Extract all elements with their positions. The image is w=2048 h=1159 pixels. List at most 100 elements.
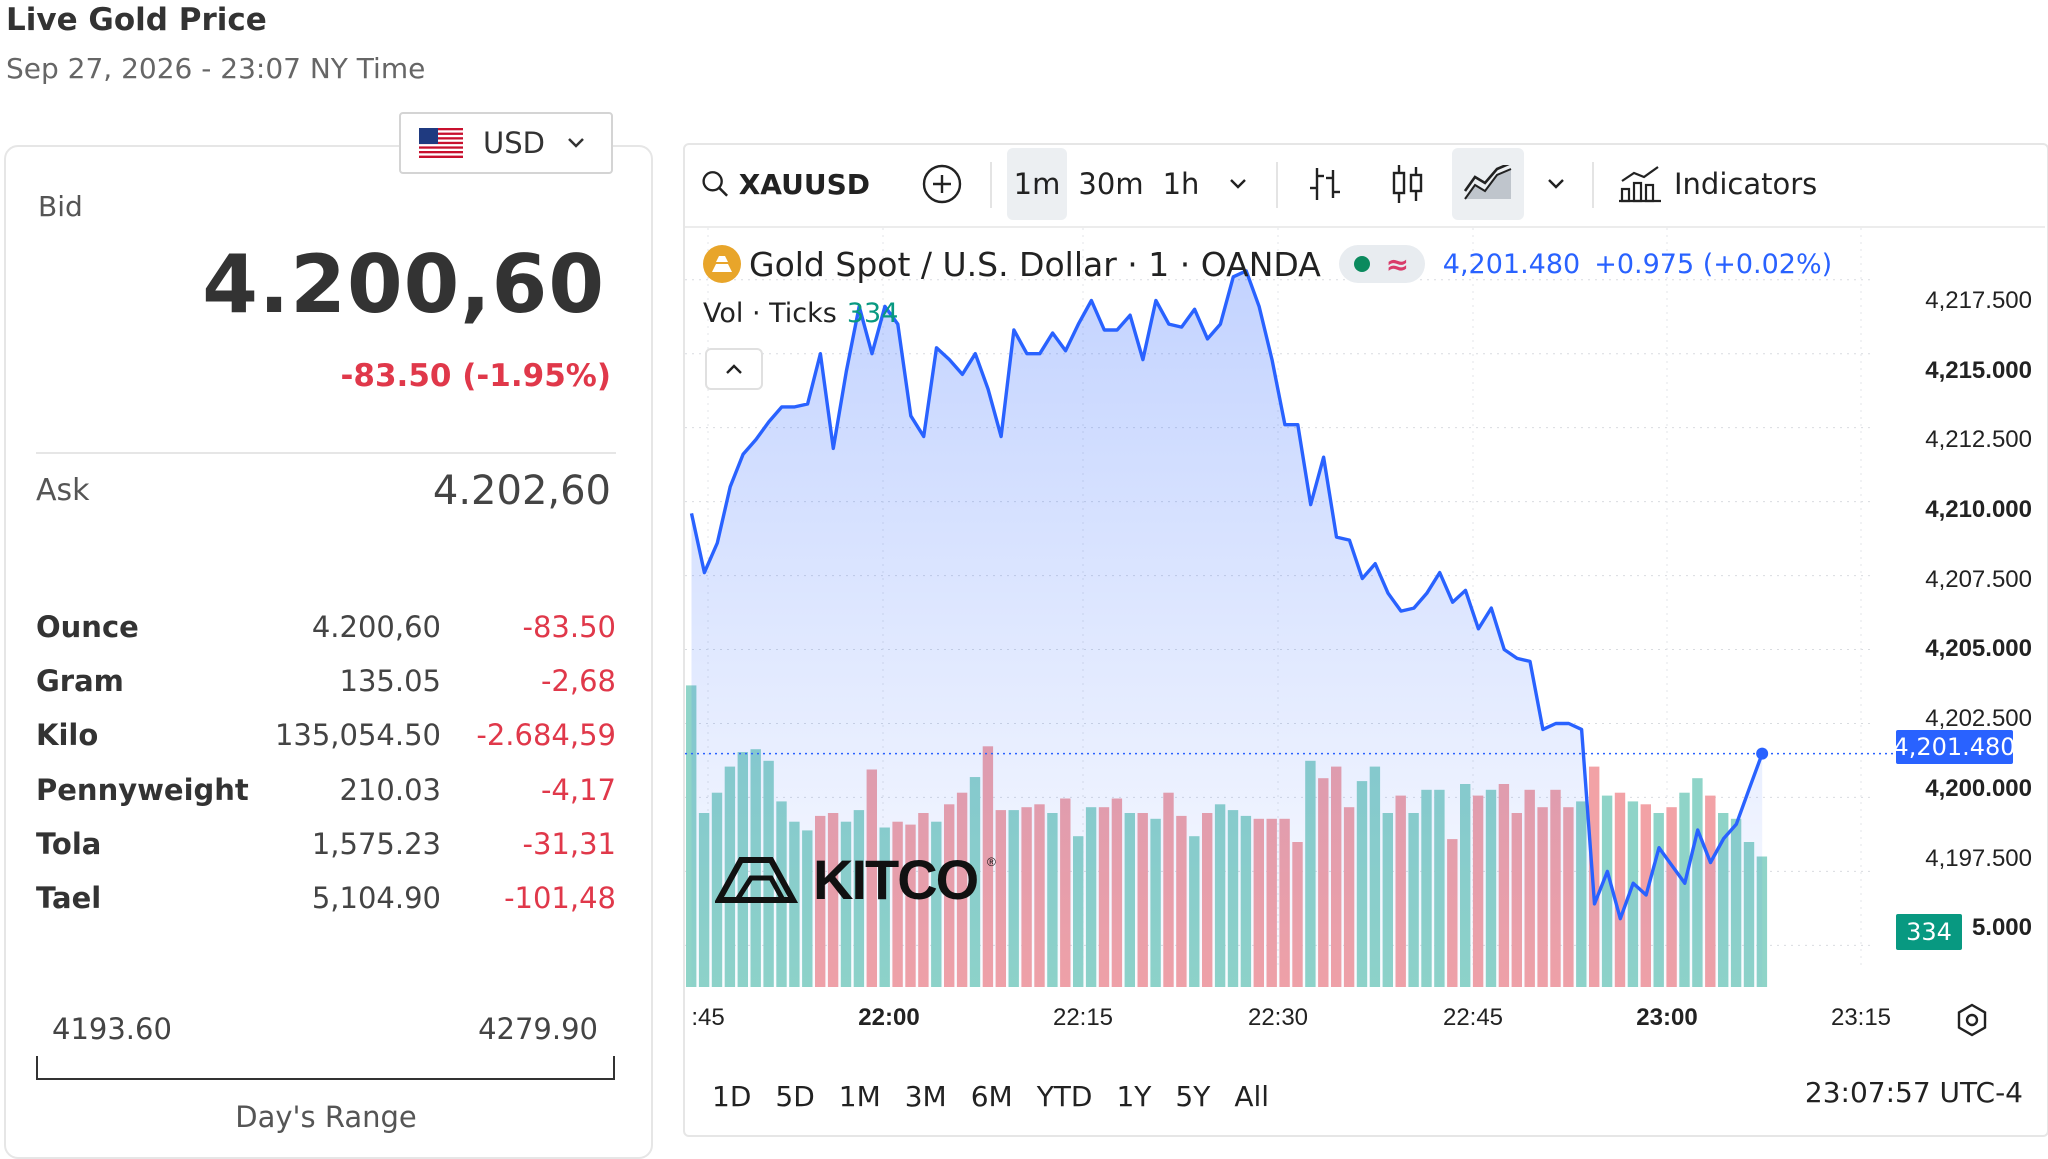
unit-change: -101,48 [504,881,616,915]
time-axis-label: :45 [691,1004,725,1031]
legend-change: +0.975 (+0.02%) [1594,248,1833,280]
unit-price: 135.05 [339,664,441,698]
time-axis-label: 22:45 [1442,1004,1504,1031]
currency-select[interactable]: USD [399,112,613,174]
settings-icon[interactable] [1954,1002,1990,1038]
us-flag-icon [419,128,463,158]
unit-row-tael: Tael 5,104.90 -101,48 [36,881,616,931]
range-3m[interactable]: 3M [904,1079,947,1113]
unit-name: Tael [36,881,102,915]
ask-label: Ask [36,473,90,508]
candles-icon [1392,165,1423,203]
price-axis-label: 4,207.500 [1925,566,2032,593]
toolbar-divider [685,226,2045,228]
range-5d[interactable]: 5D [775,1079,815,1113]
unit-change: -31,31 [522,827,617,861]
page-title: Live Gold Price [6,2,267,38]
gold-bars-icon [703,245,741,283]
volume-tag: 334 [1896,914,1962,950]
price-area [691,270,1763,987]
area-chart-icon [1463,165,1512,200]
bid-label: Bid [38,190,83,223]
range-5y[interactable]: 5Y [1175,1079,1211,1113]
plus-circle-icon [922,164,962,204]
price-axis-label: 4,205.000 [1925,635,2032,662]
toolbar-divider [1276,162,1278,208]
unit-row-kilo: Kilo 135,054.50 -2.684,59 [36,718,616,768]
price-axis-label: 4,200.000 [1925,775,2032,802]
chart-legend: Gold Spot / U.S. Dollar · 1 · OANDA ≈ 4,… [703,241,1832,287]
candle-style-button[interactable] [1380,148,1434,220]
range-1m[interactable]: 1M [838,1079,881,1113]
page-subtitle: Sep 27, 2026 - 23:07 NY Time [6,52,426,85]
unit-row-tola: Tola 1,575.23 -31,31 [36,827,616,877]
chevron-down-icon [568,138,584,148]
toolbar-divider [990,162,992,208]
price-axis-label: 4,212.500 [1925,426,2032,453]
toolbar-divider [1592,162,1594,208]
unit-name: Tola [36,827,102,861]
range-1y[interactable]: 1Y [1116,1079,1152,1113]
legend-last-price: 4,201.480 [1442,248,1581,280]
svg-text:KITCO: KITCO [813,848,978,906]
unit-price: 5,104.90 [311,881,441,915]
indicators-label: Indicators [1674,167,1818,201]
time-axis-label: 22:00 [858,1004,920,1031]
unit-change: -4,17 [540,773,616,807]
price-axis-label: 4,202.500 [1925,705,2032,732]
unit-name: Pennyweight [36,773,249,807]
price-axis-label: 4,215.000 [1925,357,2032,384]
interval-30m[interactable]: 30m [1078,167,1144,201]
price-line [689,269,1764,921]
range-1d[interactable]: 1D [712,1079,752,1113]
range-high: 4279.90 [478,1012,598,1046]
unit-price: 210.03 [339,773,441,807]
svg-text:®: ® [987,855,996,869]
area-style-button[interactable] [1452,148,1524,220]
collapse-legend-button[interactable] [705,348,763,390]
wave-icon: ≈ [1385,247,1410,281]
chart-plot[interactable] [685,228,1930,988]
unit-change: -2.684,59 [476,718,616,752]
range-6m[interactable]: 6M [970,1079,1013,1113]
chart-style-dropdown[interactable] [1536,148,1576,220]
volume-bar [1614,792,1626,987]
interval-1h[interactable]: 1h [1162,167,1200,201]
unit-row-ounce: Ounce 4.200,60 -83.50 [36,610,616,660]
price-axis-label: 4,217.500 [1925,287,2032,314]
legend-symbol-name[interactable]: Gold Spot / U.S. Dollar · 1 · OANDA [749,244,1321,284]
symbol-search[interactable]: XAUUSD [700,148,870,220]
unit-change: -2,68 [540,664,616,698]
unit-row-gram: Gram 135.05 -2,68 [36,664,616,714]
indicators-icon [1619,166,1661,203]
divider [36,452,616,454]
price-panel [4,145,653,1159]
unit-name: Gram [36,664,124,698]
price-axis-label: 4,210.000 [1925,496,2032,523]
compare-button[interactable] [912,148,972,220]
symbol-label: XAUUSD [738,167,870,201]
unit-change: -83.50 [522,610,617,644]
market-open-dot-icon [1354,256,1371,272]
chevron-down-icon [1230,179,1246,189]
interval-dropdown[interactable] [1218,148,1258,220]
indicators-button[interactable]: Indicators [1618,148,1818,220]
range-bar [36,1056,615,1080]
price-axis-label: 4,197.500 [1925,845,2032,872]
kitco-logo: KITCO ® [715,848,996,906]
range-all[interactable]: All [1234,1079,1270,1113]
last-price-dot [1756,747,1769,760]
time-axis-label: 23:15 [1830,1004,1892,1031]
chart-clock[interactable]: 23:07:57 UTC-4 [1804,1076,2023,1109]
ask-price: 4.202,60 [432,468,611,514]
time-axis-label: 22:15 [1052,1004,1114,1031]
bid-price: 4.200,60 [202,238,605,331]
bar-style-button[interactable] [1298,148,1352,220]
time-axis-label: 22:30 [1247,1004,1309,1031]
search-icon [702,171,728,197]
range-low: 4193.60 [52,1012,172,1046]
interval-1m[interactable]: 1m [1007,148,1067,220]
range-label: Day's Range [235,1100,417,1134]
range-ytd[interactable]: YTD [1036,1079,1093,1113]
market-status-badge[interactable]: ≈ [1338,245,1425,283]
